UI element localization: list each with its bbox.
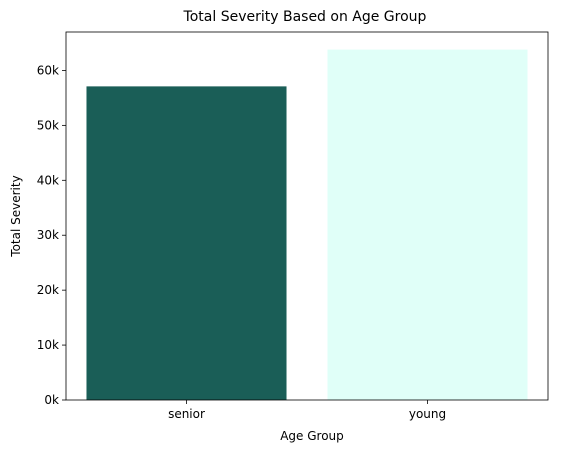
y-tick-label: 20k [37, 283, 59, 297]
y-axis: 0k 10k 20k 30k 40k 50k 60k [37, 63, 66, 407]
plot-frame [65, 31, 549, 401]
y-tick-label: 60k [37, 63, 59, 77]
y-tick-label: 30k [37, 228, 59, 242]
y-axis-label: Total Severity [9, 175, 23, 257]
x-tick-label: senior [168, 407, 205, 421]
y-tick-label: 0k [44, 393, 59, 407]
bar-young [327, 49, 528, 401]
x-axis-label: Age Group [280, 429, 344, 443]
x-tick-label: young [409, 407, 446, 421]
y-tick-label: 10k [37, 338, 59, 352]
x-axis: senior young [168, 400, 446, 421]
bar-senior [86, 86, 287, 400]
y-tick-label: 40k [37, 173, 59, 187]
chart-title: Total Severity Based on Age Group [183, 9, 427, 25]
bars-layer [86, 49, 528, 401]
y-tick-label: 50k [37, 118, 59, 132]
